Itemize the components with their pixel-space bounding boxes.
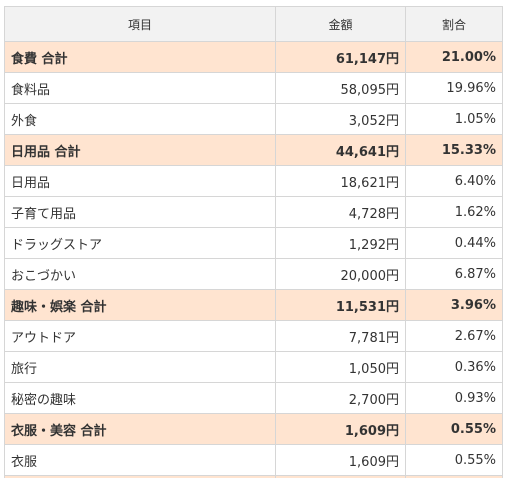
subtotal-row: 日用品 合計 44,641円 15.33%	[4, 134, 503, 166]
edge-cell	[405, 475, 503, 478]
subtotal-row: 衣服・美容 合計 1,609円 0.55%	[4, 413, 503, 445]
amount-cell: 3,052円	[275, 103, 406, 135]
subtotal-row: 趣味・娯楽 合計 11,531円 3.96%	[4, 289, 503, 321]
edge-cell	[4, 475, 276, 478]
item-cell: ドラッグストア	[4, 227, 276, 259]
table-row: おこづかい 20,000円 6.87%	[4, 258, 503, 290]
amount-cell: 44,641円	[275, 134, 406, 166]
item-cell: おこづかい	[4, 258, 276, 290]
ratio-cell: 0.36%	[405, 351, 503, 383]
item-cell: 秘密の趣味	[4, 382, 276, 414]
ratio-cell: 0.93%	[405, 382, 503, 414]
edge-cell	[275, 475, 406, 478]
header-amount: 金額	[275, 6, 406, 42]
ratio-cell: 1.62%	[405, 196, 503, 228]
amount-cell: 1,292円	[275, 227, 406, 259]
item-cell: 食費 合計	[4, 41, 276, 73]
item-cell: 食料品	[4, 72, 276, 104]
table-row: 外食 3,052円 1.05%	[4, 103, 503, 135]
table-row: アウトドア 7,781円 2.67%	[4, 320, 503, 352]
table-header-row: 項目 金額 割合	[4, 6, 503, 42]
amount-cell: 11,531円	[275, 289, 406, 321]
ratio-cell: 21.00%	[405, 41, 503, 73]
table-row: 旅行 1,050円 0.36%	[4, 351, 503, 383]
ratio-cell: 0.44%	[405, 227, 503, 259]
ratio-cell: 0.55%	[405, 444, 503, 476]
table-row: 衣服 1,609円 0.55%	[4, 444, 503, 476]
item-cell: 旅行	[4, 351, 276, 383]
amount-cell: 61,147円	[275, 41, 406, 73]
ratio-cell: 15.33%	[405, 134, 503, 166]
amount-cell: 20,000円	[275, 258, 406, 290]
amount-cell: 1,609円	[275, 444, 406, 476]
table-row: 食料品 58,095円 19.96%	[4, 72, 503, 104]
ratio-cell: 6.87%	[405, 258, 503, 290]
amount-cell: 7,781円	[275, 320, 406, 352]
table-body: 食費 合計 61,147円 21.00% 食料品 58,095円 19.96% 外食 3,05…	[4, 41, 503, 478]
subtotal-row: 食費 合計 61,147円 21.00%	[4, 41, 503, 73]
expense-table: 項目 金額 割合 食費 合計 61,147円 21.00% 食料品 58,095円 19.…	[4, 6, 503, 478]
item-cell: 子育て用品	[4, 196, 276, 228]
amount-cell: 1,050円	[275, 351, 406, 383]
ratio-cell: 3.96%	[405, 289, 503, 321]
ratio-cell: 1.05%	[405, 103, 503, 135]
ratio-cell: 19.96%	[405, 72, 503, 104]
table-row: 日用品 18,621円 6.40%	[4, 165, 503, 197]
amount-cell: 18,621円	[275, 165, 406, 197]
item-cell: 外食	[4, 103, 276, 135]
table-row: 子育て用品 4,728円 1.62%	[4, 196, 503, 228]
subtotal-row-edge	[4, 475, 503, 478]
header-ratio: 割合	[405, 6, 503, 42]
item-cell: 趣味・娯楽 合計	[4, 289, 276, 321]
amount-cell: 58,095円	[275, 72, 406, 104]
ratio-cell: 2.67%	[405, 320, 503, 352]
amount-cell: 2,700円	[275, 382, 406, 414]
item-cell: アウトドア	[4, 320, 276, 352]
item-cell: 衣服・美容 合計	[4, 413, 276, 445]
item-cell: 日用品 合計	[4, 134, 276, 166]
header-item: 項目	[4, 6, 276, 42]
table-row: 秘密の趣味 2,700円 0.93%	[4, 382, 503, 414]
amount-cell: 4,728円	[275, 196, 406, 228]
item-cell: 衣服	[4, 444, 276, 476]
ratio-cell: 6.40%	[405, 165, 503, 197]
item-cell: 日用品	[4, 165, 276, 197]
amount-cell: 1,609円	[275, 413, 406, 445]
ratio-cell: 0.55%	[405, 413, 503, 445]
table-row: ドラッグストア 1,292円 0.44%	[4, 227, 503, 259]
